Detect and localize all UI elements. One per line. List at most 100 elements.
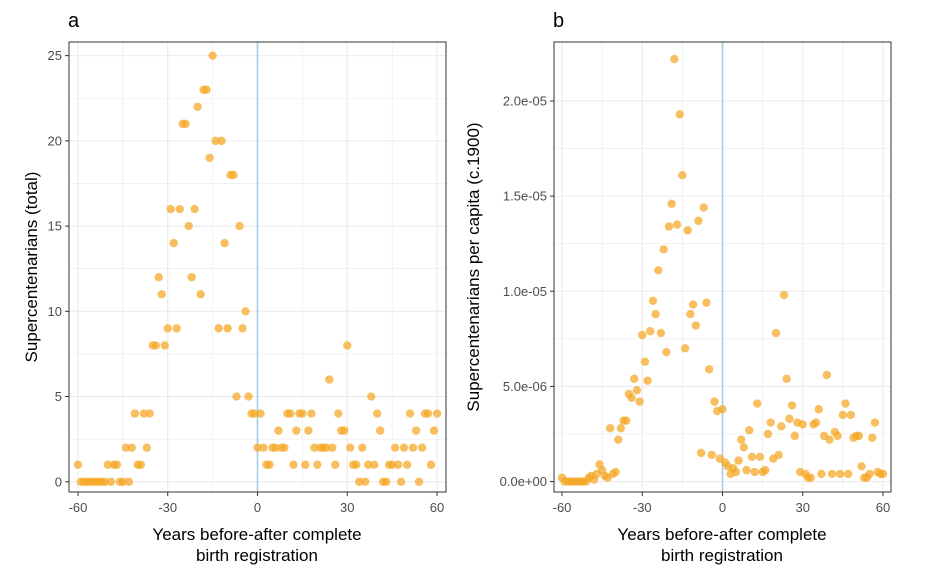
panel-b-point	[630, 374, 639, 383]
panel-a-point	[154, 273, 163, 282]
panel-a-point	[127, 443, 137, 452]
panel-b-point	[616, 424, 626, 433]
panel-b-point	[678, 170, 687, 180]
panel-b-point	[688, 300, 698, 309]
panel-b-point	[785, 414, 794, 423]
panel-b-point	[777, 422, 786, 431]
panel-b-point	[654, 266, 663, 275]
panel-b-point	[742, 465, 751, 475]
panel-a-point	[289, 460, 298, 469]
panel-b-point	[841, 399, 850, 408]
panel-a-point	[256, 409, 265, 418]
panel-a-x-axis-title-line2: birth registration	[196, 546, 318, 565]
panel-b-x-tick-label: 30	[796, 500, 810, 515]
panel-a-point	[250, 409, 259, 418]
panel-b-point	[790, 431, 799, 441]
panel-a-point	[429, 426, 439, 435]
panel-b-point	[686, 309, 695, 319]
panel-b-x-tick-label: 60	[876, 500, 890, 515]
panel-a-point	[402, 460, 412, 469]
panel-a-point	[310, 443, 319, 452]
panel-b-point	[694, 216, 703, 226]
panel-b-point	[844, 469, 853, 479]
panel-b-point	[755, 452, 765, 461]
panel-a-point	[417, 443, 427, 452]
panel-b-point	[627, 393, 636, 403]
panel-b-point	[787, 401, 797, 410]
panel-a-point	[280, 443, 289, 452]
panel-a-point	[169, 238, 178, 248]
panel-b-point	[613, 435, 623, 444]
panel-b-point	[672, 220, 682, 229]
panel-a-point	[346, 443, 355, 452]
panel-a-point	[130, 409, 140, 418]
panel-a-point	[423, 409, 433, 418]
panel-a-point	[274, 426, 283, 435]
panel-a-point	[208, 51, 217, 60]
panel-a-point	[166, 204, 175, 214]
panel-b-point	[763, 429, 773, 439]
panel-a-y-tick-label: 15	[48, 219, 62, 234]
panel-b-point	[696, 448, 706, 458]
panel-a-point	[304, 426, 313, 435]
panel-b-point	[833, 431, 842, 441]
panel-a-point	[139, 409, 149, 418]
panel-b-point	[734, 456, 743, 465]
panel-b-point	[683, 226, 692, 235]
panel-a-point	[259, 443, 268, 452]
panel-a-point	[181, 119, 190, 129]
panel-b-point	[865, 469, 874, 479]
panel-b-point	[766, 418, 775, 427]
panel-b-point	[798, 420, 807, 429]
panel-b-point	[817, 469, 826, 479]
panel-a-point	[100, 477, 110, 486]
panel-a-y-axis-title: Supercentenarians (total)	[22, 172, 41, 363]
panel-a-point	[103, 460, 113, 469]
panel-a-point	[322, 443, 331, 452]
panel-a-y-ticks: 0 5 10 15 20 25	[48, 48, 69, 489]
panel-b: b 0.0e+00 5.0e-06 1.0e-05 1.5e-05 2.0e-05 -6…	[464, 10, 892, 565]
panel-a-point	[193, 102, 202, 111]
panel-a-point	[432, 409, 442, 418]
panel-a-point	[408, 443, 418, 452]
panel-a: a 0 5 10 15 20 25 -60 -30 0 30 60 Years before-af…	[22, 10, 447, 565]
panel-b-point	[838, 410, 848, 420]
panel-a-point	[124, 477, 134, 486]
panel-b-point	[761, 465, 770, 475]
panel-b-point	[675, 110, 684, 119]
panel-a-point	[172, 324, 181, 333]
panel-a-x-tick-label: 60	[430, 500, 444, 515]
panel-a-point	[405, 409, 415, 418]
panel-a-point	[361, 477, 370, 486]
panel-a-point	[145, 409, 154, 418]
panel-b-point	[827, 469, 837, 479]
panel-b-point	[651, 309, 660, 319]
panel-a-point	[313, 460, 322, 469]
panel-b-point	[854, 431, 864, 441]
panel-b-point	[664, 222, 674, 231]
panel-a-point	[358, 443, 367, 452]
panel-b-point	[702, 298, 711, 307]
panel-a-y-tick-label: 5	[55, 389, 62, 404]
panel-a-point	[223, 324, 232, 333]
panel-a-point	[202, 85, 211, 94]
panel-b-point	[779, 290, 789, 300]
panel-b-points	[557, 54, 888, 486]
panel-a-point	[372, 409, 382, 418]
panel-b-point	[835, 469, 845, 479]
panel-b-point	[745, 425, 754, 435]
panel-b-point	[771, 328, 781, 338]
panel-a-y-tick-label: 10	[48, 304, 62, 319]
panel-b-x-tick-label: 0	[719, 500, 726, 515]
panel-b-point	[643, 376, 652, 385]
panel-b-point	[718, 405, 727, 414]
panel-b-label: b	[553, 10, 564, 32]
panel-a-point	[238, 324, 247, 333]
panel-b-x-axis-title-line2: birth registration	[661, 546, 783, 565]
panel-b-point	[710, 397, 719, 406]
panel-b-y-tick-label: 5.0e-06	[503, 379, 547, 394]
panel-b-point	[605, 424, 615, 433]
panel-b-point	[632, 386, 642, 395]
panel-a-y-tick-label: 0	[55, 474, 62, 489]
